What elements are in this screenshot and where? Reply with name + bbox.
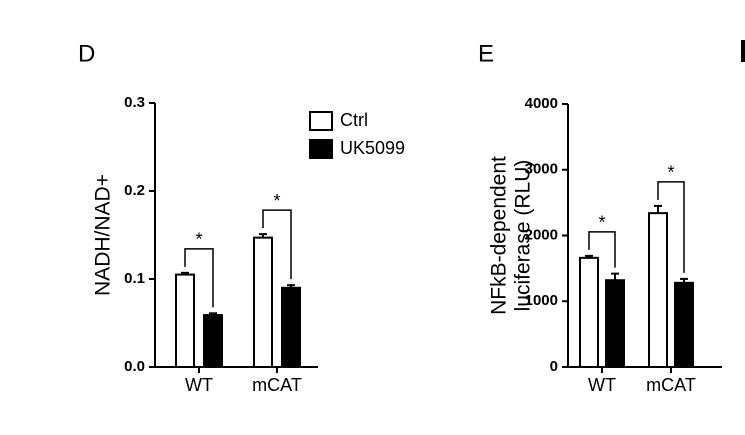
panel-label: E: [478, 40, 494, 67]
legend-swatch: [309, 139, 333, 159]
panel-label: D: [78, 40, 95, 67]
significance-star: *: [273, 191, 280, 211]
bar: [605, 279, 625, 368]
y-tick-label: 0.2: [124, 182, 145, 199]
error-bar: [287, 284, 295, 288]
x-tick-label: WT: [588, 375, 616, 395]
error-bar: [259, 233, 267, 238]
y-tick-label: 0.0: [124, 358, 145, 375]
y-tick-label: 0.3: [124, 94, 145, 111]
significance-bracket: [588, 231, 616, 268]
error-bar: [585, 254, 593, 258]
bar: [203, 314, 223, 368]
significance-bracket: [657, 181, 685, 273]
significance-star: *: [195, 230, 202, 250]
y-axis-label: NADH/NAD+: [92, 174, 115, 296]
significance-bracket: [262, 209, 292, 280]
y-tick-label: 2000: [525, 226, 558, 243]
bar: [674, 281, 694, 368]
error-bar: [181, 271, 189, 275]
y-tick-label: 3000: [525, 161, 558, 178]
y-tick-label: 1000: [525, 292, 558, 309]
x-tick-label: mCAT: [646, 375, 696, 395]
y-axis-label: luciferase (RLU): [512, 160, 535, 312]
cropped-panel-edge: [741, 40, 745, 62]
significance-bracket: [184, 248, 214, 308]
y-axis-label: NFkB-dependent: [488, 156, 511, 315]
bar: [579, 256, 599, 369]
error-bar: [654, 204, 662, 214]
significance-star: *: [667, 163, 674, 183]
y-tick-label: 0.1: [124, 270, 145, 287]
y-tick-label: 4000: [525, 95, 558, 112]
legend-label: UK5099: [340, 138, 405, 158]
error-bar: [209, 312, 217, 316]
legend-label: Ctrl: [340, 110, 368, 130]
significance-star: *: [598, 213, 605, 233]
y-tick-label: 0: [550, 358, 558, 375]
x-tick-label: WT: [185, 375, 213, 395]
bar: [281, 286, 301, 368]
error-bar: [611, 272, 619, 281]
legend-swatch: [309, 111, 333, 131]
bar: [175, 273, 195, 369]
bar: [648, 212, 668, 368]
x-tick-label: mCAT: [252, 375, 302, 395]
error-bar: [680, 277, 688, 283]
bar: [253, 236, 273, 368]
